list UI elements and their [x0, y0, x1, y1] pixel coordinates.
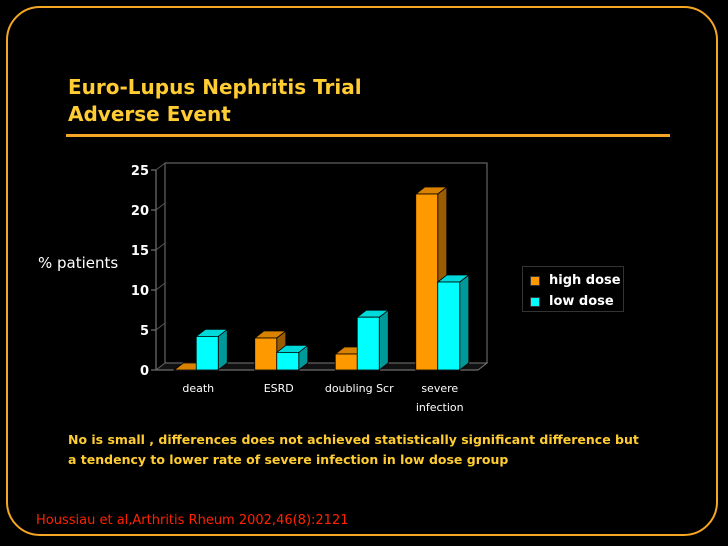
bar-high-dose: [334, 353, 358, 371]
x-tick-label: infection: [416, 401, 464, 414]
y-tick-depth: [155, 162, 166, 171]
y-tick-depth: [155, 202, 166, 211]
bar-high-dose: [254, 337, 278, 371]
bar-side-low-dose: [378, 309, 389, 371]
y-tick-label: 5: [140, 324, 149, 339]
bar-low-dose: [276, 351, 300, 371]
x-tick-label: severe: [421, 382, 458, 395]
y-tick-label: 25: [131, 164, 149, 179]
y-tick-label: 15: [131, 244, 149, 259]
bar-high-dose: [415, 193, 439, 371]
legend-item-high-dose: high dose: [530, 273, 621, 288]
x-tick-label: ESRD: [264, 382, 294, 395]
x-tick-label: doubling Scr: [325, 382, 394, 395]
bar-low-dose: [437, 281, 461, 371]
chart-legend: high dose low dose: [522, 266, 624, 312]
y-tick-depth: [155, 322, 166, 331]
legend-swatch-low-dose: [530, 296, 540, 307]
legend-label-high-dose: high dose: [549, 273, 621, 288]
y-tick-depth: [155, 242, 166, 251]
bar-low-dose: [356, 316, 380, 371]
footnote-text: No is small , differences does not achie…: [68, 432, 639, 467]
y-axis-label: % patients: [38, 254, 119, 272]
legend-swatch-high-dose: [530, 275, 540, 286]
title-underline: [66, 134, 670, 137]
title-line-1: Euro-Lupus Nephritis Trial: [68, 75, 362, 99]
slide-frame: [6, 6, 718, 536]
y-tick-depth: [155, 282, 166, 291]
bar-side-low-dose: [459, 274, 470, 371]
legend-item-low-dose: low dose: [530, 294, 614, 309]
title-line-2: Adverse Event: [68, 102, 231, 126]
x-tick-label: death: [182, 382, 214, 395]
y-tick-label: 0: [140, 364, 149, 379]
y-tick-depth: [155, 362, 166, 371]
y-tick-label: 10: [131, 284, 149, 299]
bar-low-dose: [195, 335, 219, 371]
legend-label-low-dose: low dose: [549, 294, 614, 309]
slide-title: Euro-Lupus Nephritis Trial Adverse Event: [68, 74, 362, 128]
y-tick-label: 20: [131, 204, 149, 219]
citation-text: Houssiau et al,Arthritis Rheum 2002,46(8…: [36, 513, 349, 528]
